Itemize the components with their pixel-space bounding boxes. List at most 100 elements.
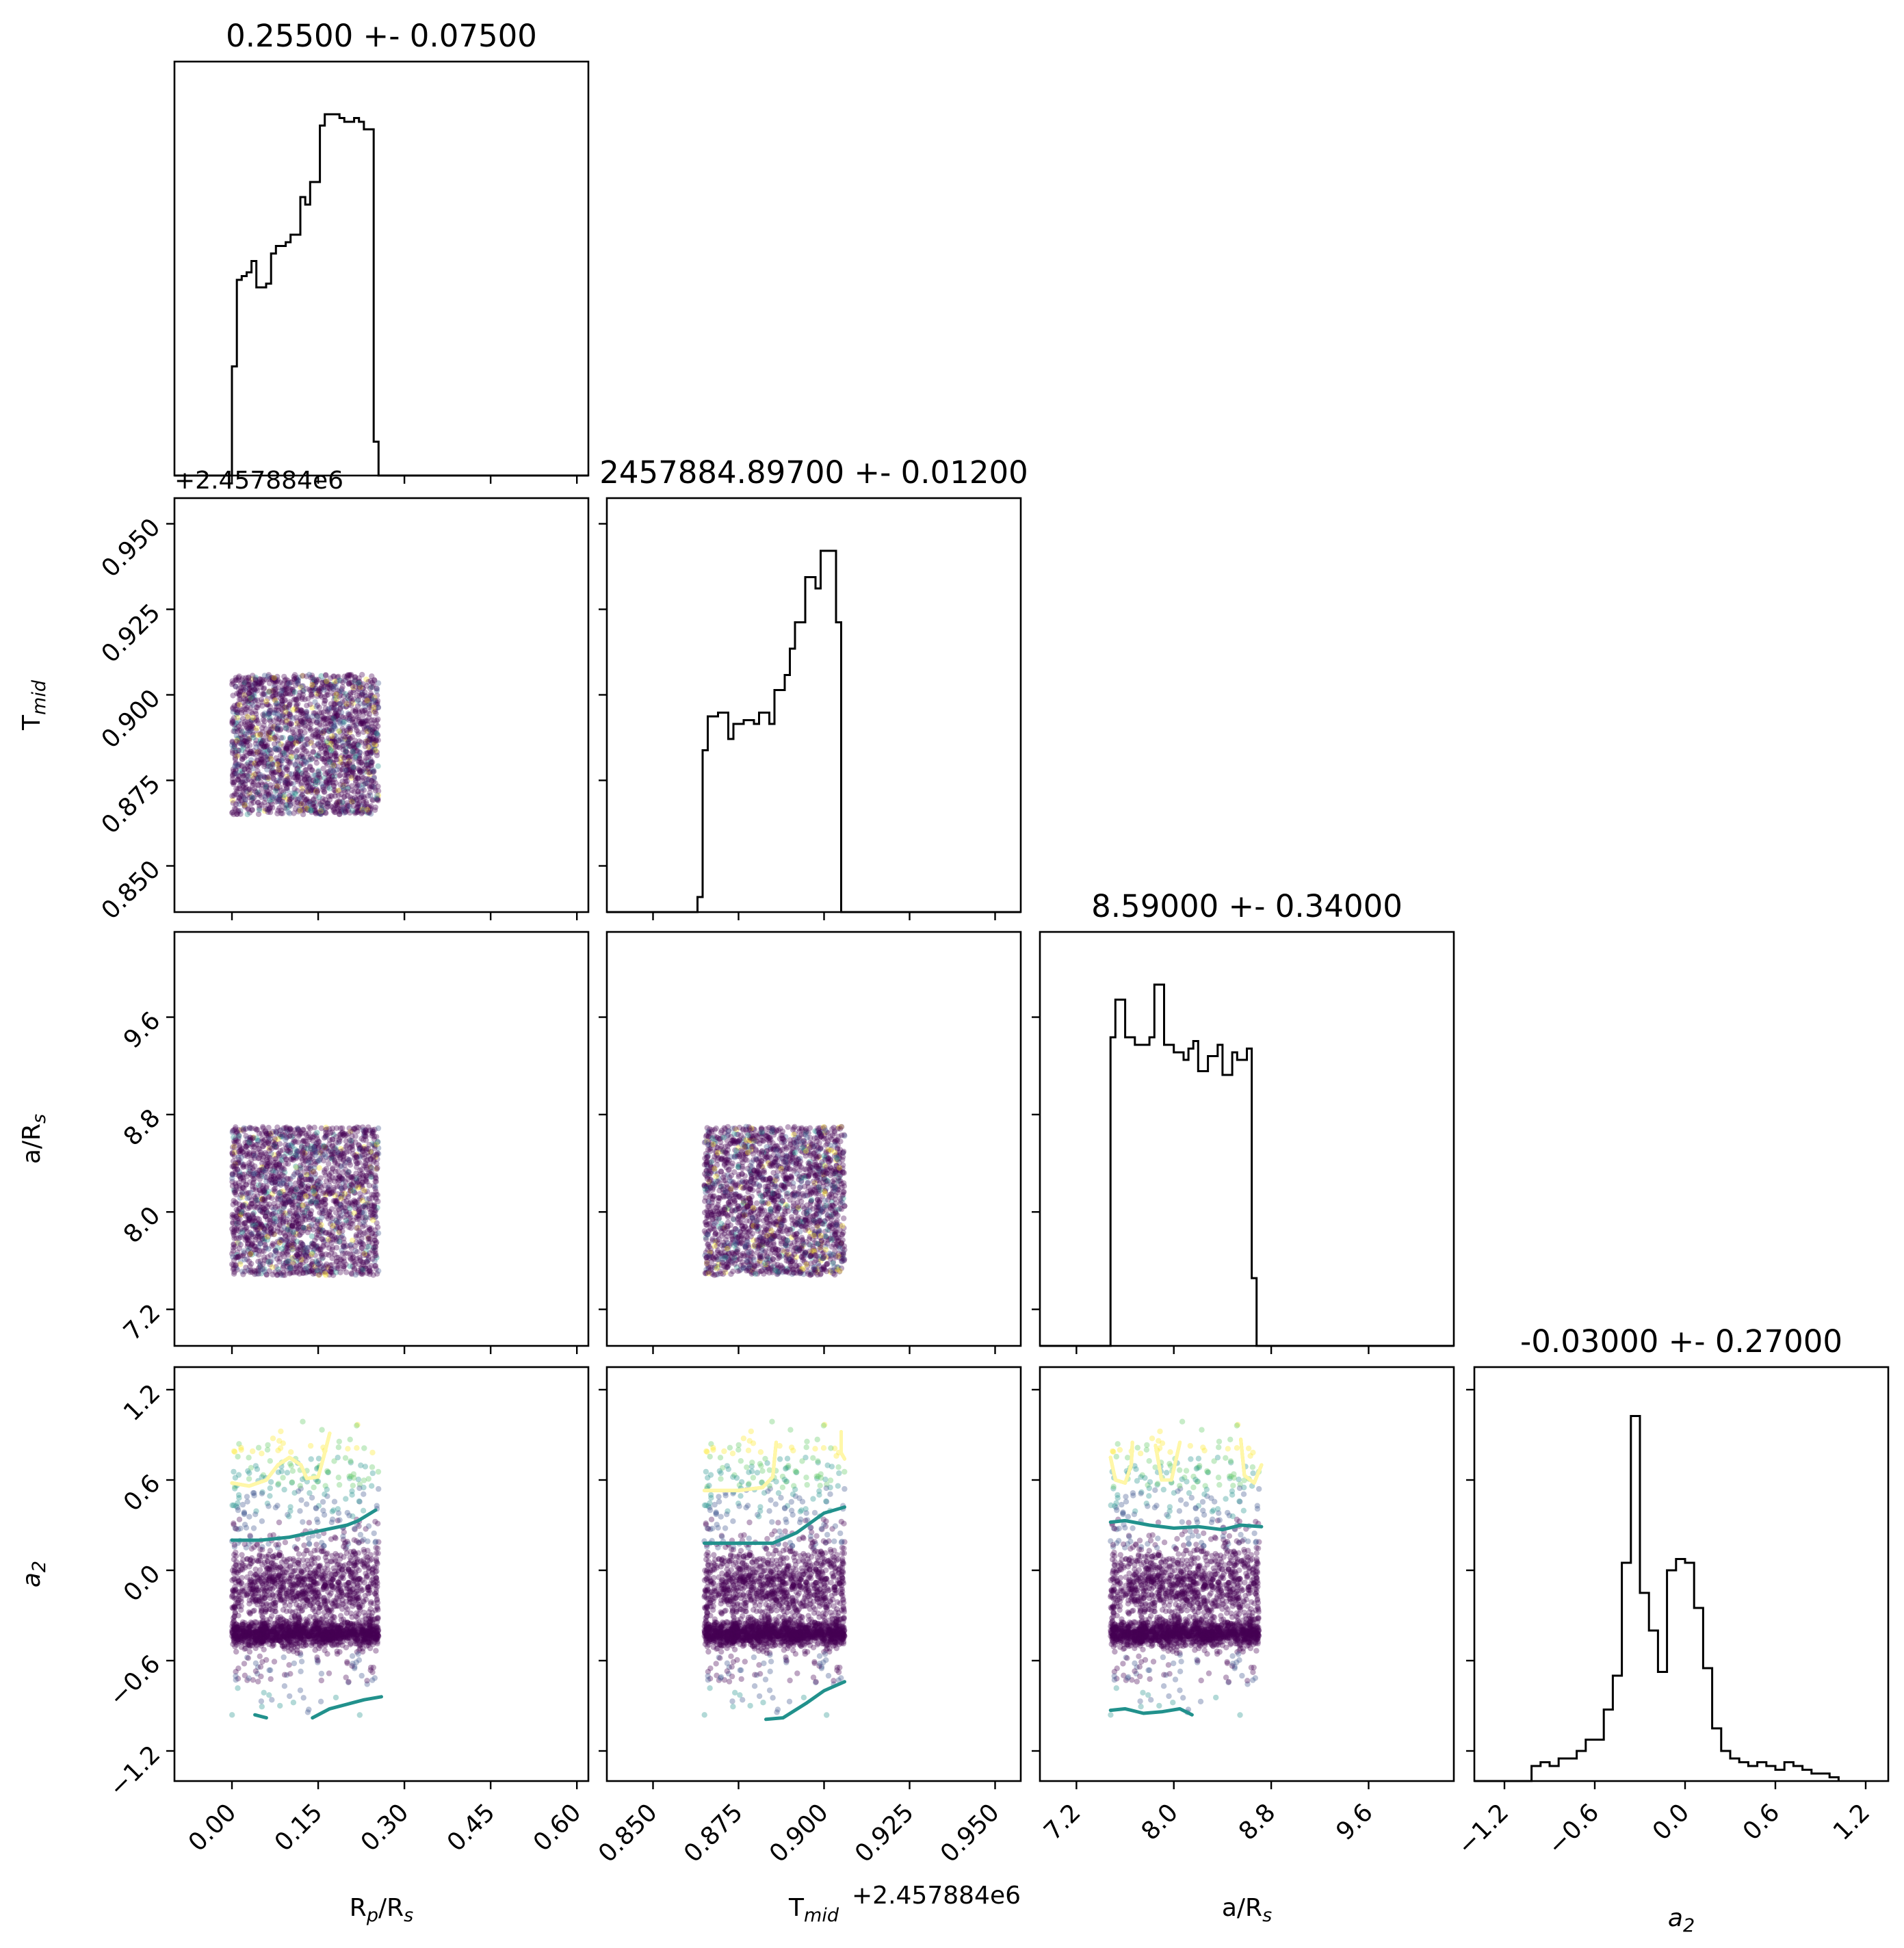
scatter-point: [252, 681, 259, 687]
scatter-point: [373, 710, 379, 717]
scatter-point: [331, 809, 338, 816]
scatter-point: [250, 732, 257, 738]
scatter-point: [274, 1256, 281, 1262]
scatter-point: [272, 788, 279, 794]
scatter-point: [263, 1213, 269, 1219]
scatter-point: [348, 796, 354, 803]
scatter-point: [350, 749, 356, 755]
scatter-point: [365, 750, 371, 757]
scatter-point: [367, 1267, 373, 1274]
scatter-point: [254, 688, 261, 694]
scatter-point: [342, 677, 348, 684]
scatter-point: [268, 723, 274, 729]
scatter-point: [276, 764, 282, 770]
scatter-point: [292, 761, 298, 768]
scatter-point: [245, 806, 251, 813]
scatter-point: [366, 704, 372, 710]
scatter-point: [266, 1268, 272, 1274]
scatter-point: [281, 1225, 288, 1231]
scatter-point: [298, 1220, 304, 1227]
scatter-point: [269, 693, 276, 699]
scatter-point: [314, 702, 321, 709]
scatter-point: [265, 802, 271, 808]
scatter-point: [356, 759, 362, 766]
scatter-point: [278, 788, 285, 794]
scatter-point: [344, 673, 351, 679]
scatter-point: [322, 1201, 328, 1208]
scatter-point: [354, 1154, 360, 1161]
scatter-point: [294, 1148, 300, 1154]
scatter-point: [348, 772, 354, 779]
scatter-point: [313, 719, 320, 725]
scatter-point: [257, 1167, 263, 1173]
scatter-point: [334, 801, 340, 807]
scatter-point: [346, 754, 353, 760]
scatter-point: [289, 690, 296, 697]
scatter-point: [299, 792, 305, 798]
scatter-point: [230, 705, 236, 712]
scatter-point: [374, 718, 380, 724]
scatter-point: [323, 672, 329, 678]
scatter-point: [275, 807, 281, 814]
scatter-point: [365, 725, 371, 731]
scatter-point: [339, 739, 345, 746]
scatter-point: [272, 1159, 278, 1166]
scatter-point: [265, 733, 272, 739]
scatter-point: [269, 767, 276, 774]
scatter-point: [286, 702, 292, 708]
scatter-point: [361, 723, 367, 730]
scatter-point: [311, 686, 317, 692]
scatter-point: [232, 725, 238, 732]
scatter-point: [296, 807, 302, 813]
scatter-point: [332, 1147, 339, 1154]
scatter-point: [281, 1197, 287, 1204]
scatter-point: [242, 786, 248, 792]
scatter-point: [287, 759, 294, 765]
scatter-point: [252, 751, 259, 758]
scatter-point: [342, 809, 349, 816]
scatter-point: [235, 747, 242, 753]
scatter-point: [230, 766, 237, 772]
scatter-point: [276, 1221, 283, 1228]
scatter-point: [312, 809, 319, 816]
scatter-point: [347, 754, 353, 760]
scatter-point: [330, 1198, 337, 1204]
scatter-point: [313, 778, 319, 784]
scatter-point: [344, 716, 351, 723]
scatter-point: [319, 713, 325, 720]
scatter-point: [257, 744, 263, 750]
scatter-point: [255, 1204, 261, 1211]
scatter-point: [275, 685, 282, 691]
scatter-point: [296, 1232, 302, 1238]
scatter-point: [356, 693, 363, 699]
scatter-point: [302, 1183, 308, 1189]
scatter-point: [306, 725, 312, 731]
scatter-point: [260, 1261, 266, 1267]
scatter-point: [252, 680, 258, 687]
scatter-point: [364, 697, 370, 703]
scatter-point: [336, 808, 342, 814]
scatter-point: [288, 753, 294, 760]
scatter-point: [275, 707, 282, 714]
scatter-point: [271, 769, 277, 776]
scatter-point: [349, 698, 355, 704]
scatter-point: [246, 1203, 252, 1210]
scatter-point: [349, 716, 355, 723]
scatter-point: [299, 736, 305, 742]
scatter-point: [240, 681, 246, 688]
scatter-point: [317, 1182, 323, 1189]
scatter-point: [269, 1180, 275, 1186]
scatter-point: [330, 673, 337, 679]
scatter-point: [309, 693, 315, 699]
scatter-point: [230, 771, 236, 778]
scatter-point: [296, 777, 302, 783]
scatter-point: [345, 692, 351, 699]
scatter-point: [261, 718, 268, 725]
scatter-point: [366, 809, 372, 816]
scatter-point: [231, 1241, 237, 1247]
scatter-point: [349, 679, 355, 686]
scatter-point: [364, 804, 371, 810]
scatter-point: [283, 719, 289, 725]
scatter-point: [343, 752, 349, 759]
scatter-point: [309, 1251, 315, 1258]
